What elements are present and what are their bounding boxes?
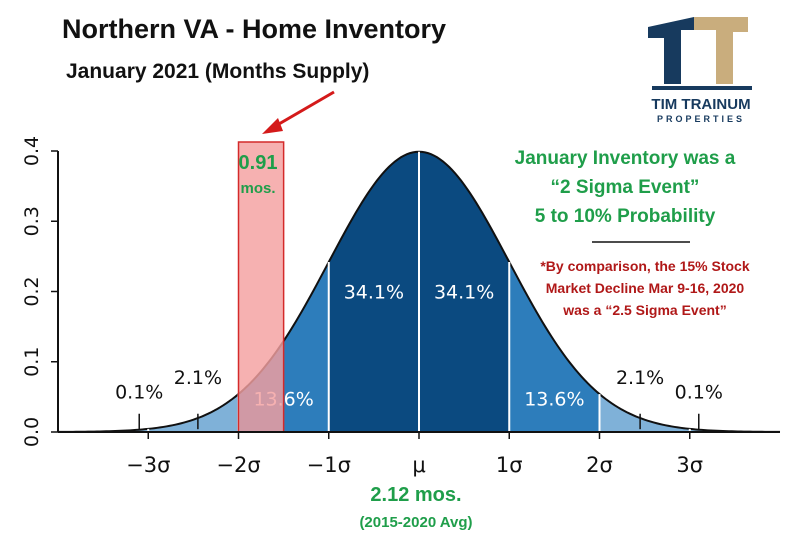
- percent-label: 2.1%: [174, 367, 222, 389]
- y-tick-label: 0.4: [21, 136, 43, 166]
- current-inventory-unit: mos.: [240, 180, 276, 197]
- percent-label: 0.1%: [675, 381, 723, 403]
- comparison-note-line: Market Decline Mar 9-16, 2020: [545, 280, 745, 296]
- pointer-arrow: [262, 90, 335, 134]
- sigma-note-line: 5 to 10% Probability: [534, 206, 716, 227]
- logo-name: TIM TRAINUM: [651, 96, 751, 113]
- percent-label: 0.1%: [115, 381, 163, 403]
- x-tick-label: 2σ: [586, 453, 613, 477]
- x-tick-label: −1σ: [307, 453, 351, 477]
- chart-subtitle: January 2021 (Months Supply): [66, 60, 370, 83]
- percent-label: 34.1%: [434, 282, 494, 304]
- x-axis-ticks: −3σ −2σ −1σ μ 1σ 2σ 3σ: [126, 432, 703, 477]
- average-inventory-label: (2015-2020 Avg): [359, 514, 473, 531]
- x-tick-label: 3σ: [676, 453, 703, 477]
- current-inventory-value: 0.91: [238, 152, 278, 174]
- bell-curve-line: [57, 150, 781, 433]
- y-axis-ticks: 0.0 0.1 0.2 0.3 0.4: [21, 136, 58, 447]
- x-tick-label: μ: [412, 453, 425, 477]
- percent-label: 34.1%: [344, 282, 404, 304]
- x-tick-label: −2σ: [216, 453, 260, 477]
- percent-label-ticks: [138, 413, 700, 430]
- comparison-note-line: *By comparison, the 15% Stock: [540, 258, 750, 274]
- x-tick-label: −3σ: [126, 453, 170, 477]
- comparison-note-line: was a “2.5 Sigma Event”: [563, 302, 727, 318]
- chart-title: Northern VA - Home Inventory: [62, 14, 447, 44]
- sigma-note-line: “2 Sigma Event”: [550, 177, 700, 198]
- y-tick-label: 0.0: [21, 417, 43, 447]
- y-tick-label: 0.3: [21, 206, 43, 236]
- y-tick-label: 0.1: [21, 347, 43, 377]
- percent-label: 2.1%: [616, 367, 664, 389]
- percent-labels: 34.1%34.1%13.6%13.6%2.1%2.1%0.1%0.1%: [115, 282, 723, 411]
- average-inventory-value: 2.12 mos.: [370, 484, 462, 506]
- percent-label: 13.6%: [524, 388, 584, 410]
- sigma-note-line: January Inventory was a: [514, 148, 736, 169]
- y-tick-label: 0.2: [21, 276, 43, 306]
- pillar-tt-logo-icon: [648, 17, 752, 90]
- logo-tagline: PROPERTIES: [656, 114, 745, 124]
- x-tick-label: 1σ: [496, 453, 523, 477]
